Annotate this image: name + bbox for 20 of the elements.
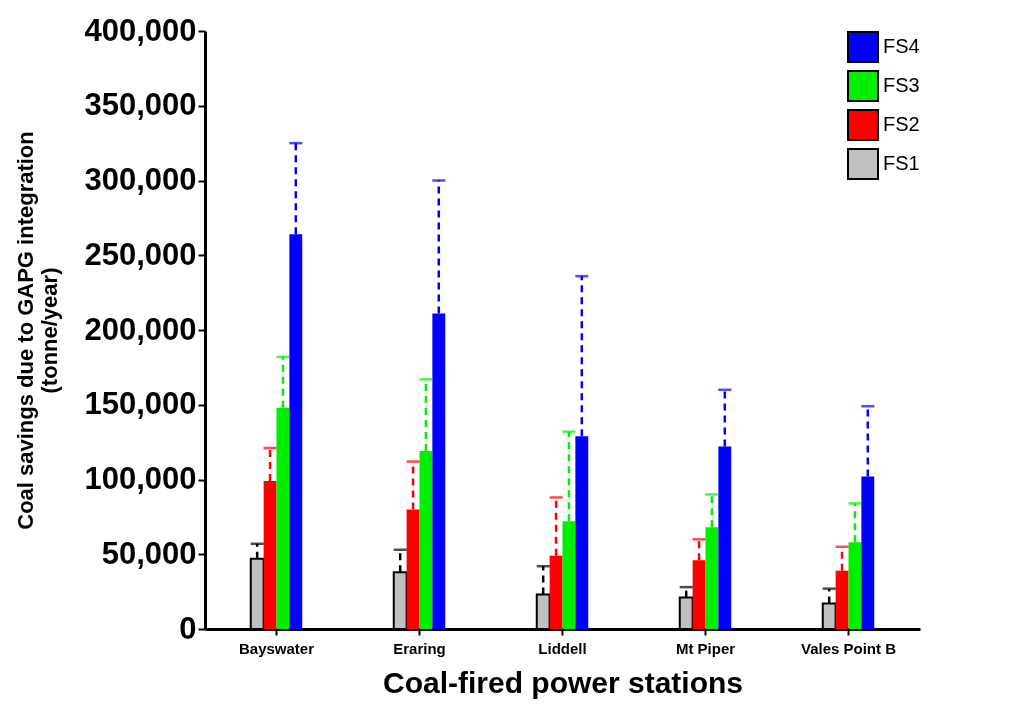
y-tick-label: 100,000 (84, 461, 197, 496)
y-tick-label: 350,000 (84, 87, 197, 123)
y-axis-title: Coal savings due to GAPG integration (tonne/year) (13, 131, 63, 530)
y-tick-label: 0 (179, 610, 197, 646)
y-tick-label: 200,000 (84, 311, 197, 347)
x-tick-label: Mt Piper (675, 639, 736, 657)
x-tick-label: Liddell (538, 639, 587, 657)
legend-label: FS4 (883, 35, 920, 57)
y-tick-label: 50,000 (101, 535, 197, 571)
y-tick-label: 150,000 (84, 386, 197, 422)
x-tick-label: Eraring (393, 639, 446, 657)
x-tick-label: Bayswater (238, 639, 315, 657)
legend-label: FS3 (883, 74, 920, 96)
y-tick-label: 400,000 (84, 12, 197, 48)
y-tick-label: 250,000 (84, 236, 197, 272)
x-tick-label: Vales Point B (800, 639, 897, 657)
legend-label: FS2 (883, 113, 920, 135)
y-tick-label: 300,000 (84, 162, 197, 197)
legend-label: FS1 (883, 152, 920, 174)
x-axis-title: Coal-fired power stations (382, 665, 744, 699)
